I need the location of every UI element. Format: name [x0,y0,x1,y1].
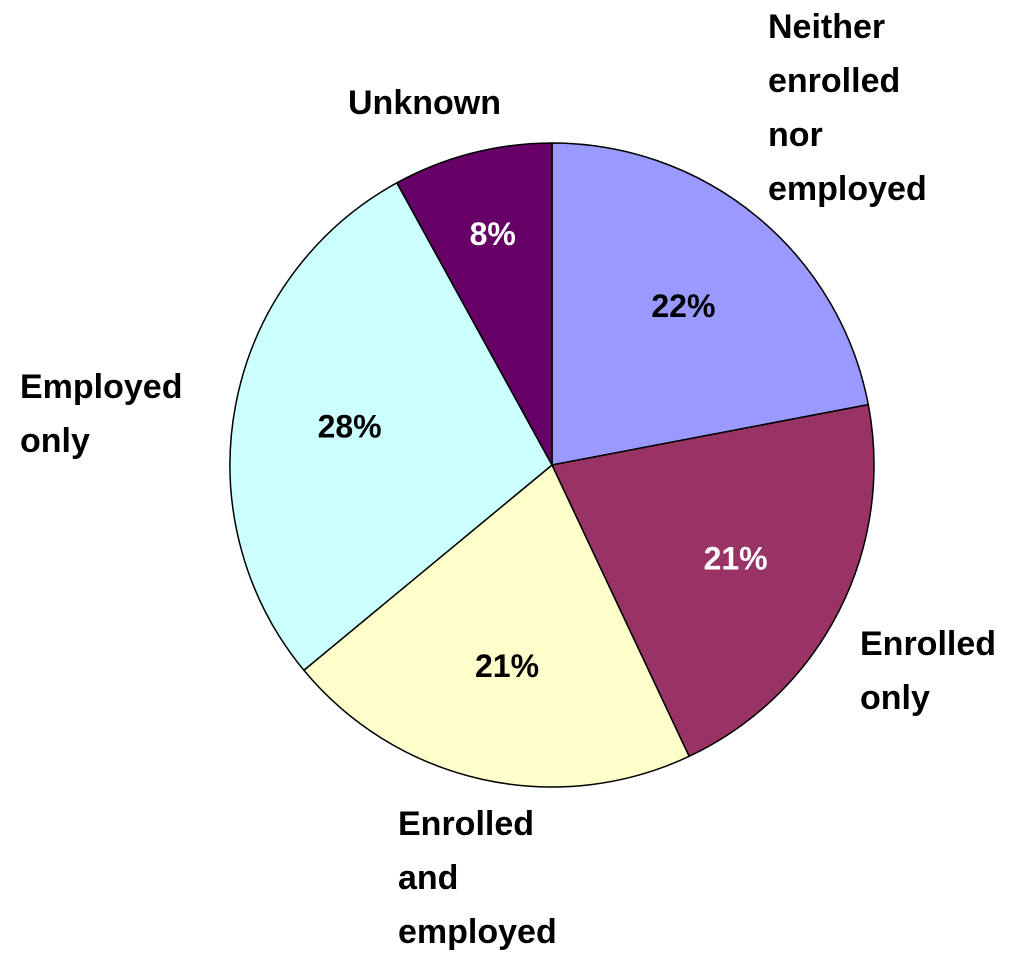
pie-slice [396,142,553,466]
label-line: only [20,422,90,460]
label-line: only [860,679,930,717]
label-line: nor [768,116,823,154]
label-line: and [398,859,459,897]
slice-percent-label: 21% [704,541,768,577]
slice-label-employed-only: Employed only [20,360,182,468]
label-line: Enrolled [860,625,997,663]
label-line: Neither [768,8,886,46]
slice-percent-label: 28% [318,408,382,444]
slice-label-enrolled-only: Enrolled only [860,617,996,725]
label-line: employed [768,170,927,208]
label-line: Unknown [348,84,501,122]
label-line: employed [398,913,557,951]
pie-percent-labels: 22% 21% 21% 28% 8% [318,216,768,684]
pie-slice [229,182,553,671]
pie-slice [551,403,875,758]
label-line: Enrolled [398,805,535,843]
slice-label-neither-enrolled-nor-employed: Neither enrolled nor employed [768,0,927,216]
slice-percent-label: 21% [475,648,539,684]
label-line: Employed [20,368,183,406]
pie-slices [229,142,875,788]
slice-label-enrolled-and-employed: Enrolled and employed [398,797,557,959]
slice-percent-label: 22% [651,288,715,324]
slice-label-unknown: Unknown [348,76,501,130]
pie-slice [303,464,690,788]
slice-percent-label: 8% [470,216,516,252]
label-line: enrolled [768,62,901,100]
pie-slice [551,142,870,466]
